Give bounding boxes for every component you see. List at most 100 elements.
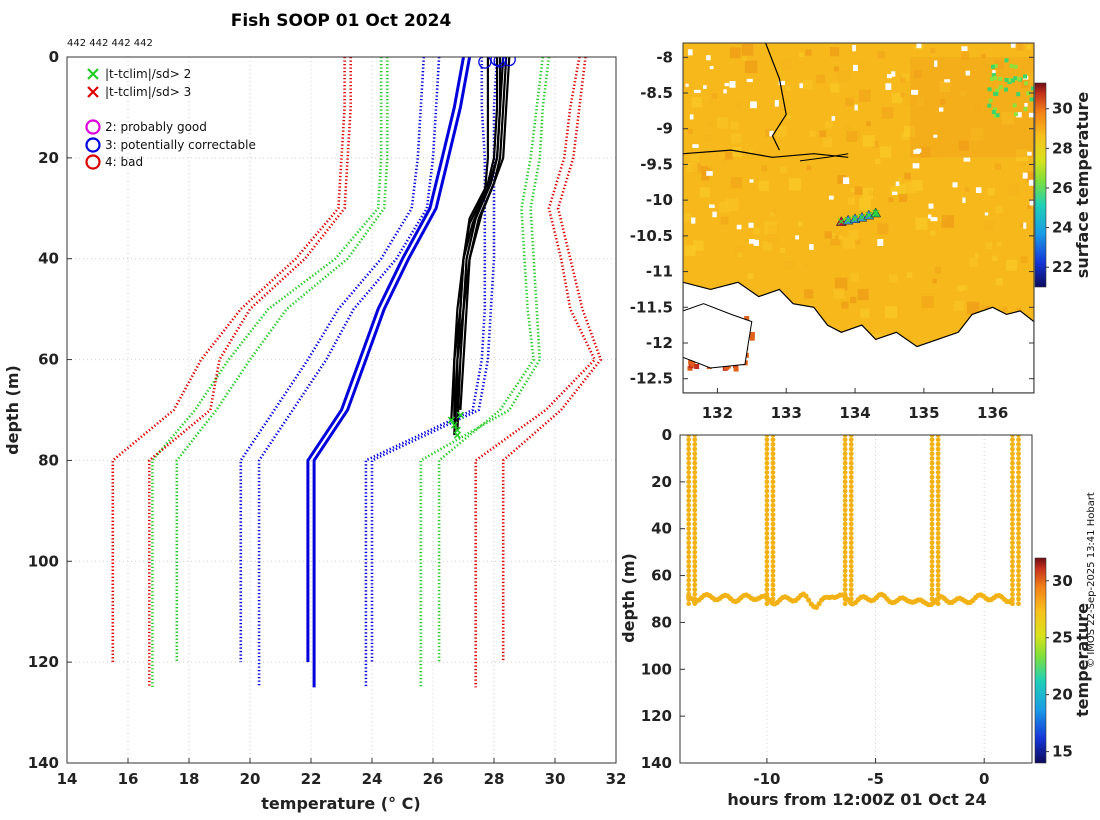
drop-point [770,531,776,536]
profile-line [453,57,489,436]
sst-pixel [960,90,966,97]
sst-pixel [720,216,729,225]
drop-point [1016,531,1021,536]
drop-point [692,441,698,447]
drop-point [1010,554,1015,560]
cool-patch [998,76,1003,81]
drop-point [842,456,848,461]
drop-point [692,479,698,485]
left-y-tick-label: 120 [28,653,59,671]
temp-colorbar-tick-label: 20 [1052,686,1073,704]
drop-point [848,545,854,550]
drop-point [1010,479,1015,485]
drop-point [1016,451,1021,457]
drop-point [935,502,941,508]
cool-patch [1013,112,1018,117]
drop-point [842,512,848,518]
drop-point [842,563,848,569]
sst-pixel [958,140,969,151]
cloud-gap [795,235,799,240]
drop-point [929,502,935,508]
sst-pixel [858,89,871,102]
drop-point [692,488,698,494]
cloud-gap [853,64,858,71]
cloud-gap [934,60,938,67]
drop-point [1016,516,1021,522]
profile-line [419,57,551,688]
sst-pixel [850,272,859,282]
drop-point [935,456,941,461]
legend-marker-x [87,68,99,80]
drop-point [764,479,770,485]
left-y-tick-label: 0 [49,48,59,66]
warm-coastal-pixel [694,364,700,370]
sst-pixel [764,221,778,235]
sst-pixel [765,129,773,137]
cool-patch [993,76,998,81]
drop-point [935,577,941,583]
imos-watermark: © IMOS 22-Sep-2025 13:41 Hobart [1086,492,1097,668]
drop-point [929,596,935,602]
drop-point [770,563,776,569]
drop-point [1016,563,1021,569]
drop-point [1010,596,1015,602]
sst-pixel [995,205,1003,214]
drop-point [1010,531,1015,536]
drop-point [842,573,848,578]
sst-pixel [983,219,995,231]
drop-point [686,601,692,607]
drop-point [935,446,941,452]
drop-point [692,435,698,438]
drop-point [1010,559,1015,564]
drop-point [842,516,848,522]
drop-point [848,521,854,527]
sst-pixel [966,301,980,315]
drop-point [764,498,770,503]
drop-point [770,540,776,546]
sst-pixel [941,215,955,228]
sst-pixel [822,137,833,148]
sst-pixel [730,177,742,189]
cloud-gap [984,212,989,216]
map-y-tick-label: -10.5 [630,227,673,245]
drop-point [1010,435,1015,438]
warm-coastal-pixel [749,332,755,338]
left-x-tick-label: 18 [179,770,200,788]
sst-pixel [1001,112,1015,125]
drop-point [764,535,770,541]
drop-point [935,488,941,494]
drop-point [686,596,692,602]
profile-line [239,57,426,663]
cloud-gap [685,83,689,87]
cloud-gap [962,197,966,204]
drop-point [692,451,698,457]
map-x-tick-label: 132 [702,404,733,422]
drop-point [929,601,935,607]
drop-point [935,516,941,522]
drop-point [935,601,941,607]
drop-point [1010,460,1015,466]
sst-pixel [829,232,836,239]
sst-pixel [881,107,894,119]
cool-patch [1024,81,1029,86]
drop-point [764,512,770,518]
sst-pixel [1026,44,1032,50]
drop-point [1016,582,1021,588]
sst-pixel [1019,223,1025,228]
drop-point [764,484,770,489]
sst-pixel [849,296,857,304]
drop-point [1016,446,1021,452]
drop-point [935,465,941,471]
cloud-gap [706,55,711,61]
sst-pixel [862,134,875,147]
drop-point [842,437,848,443]
sst-pixel [889,186,897,194]
profile-line [370,57,499,663]
drop-point [770,451,776,457]
drop-point [770,498,776,503]
cloud-gap [1010,43,1016,48]
drop-point [692,554,698,560]
drop-point [770,526,776,532]
sst-pixel [974,253,979,258]
drop-point [686,535,692,541]
